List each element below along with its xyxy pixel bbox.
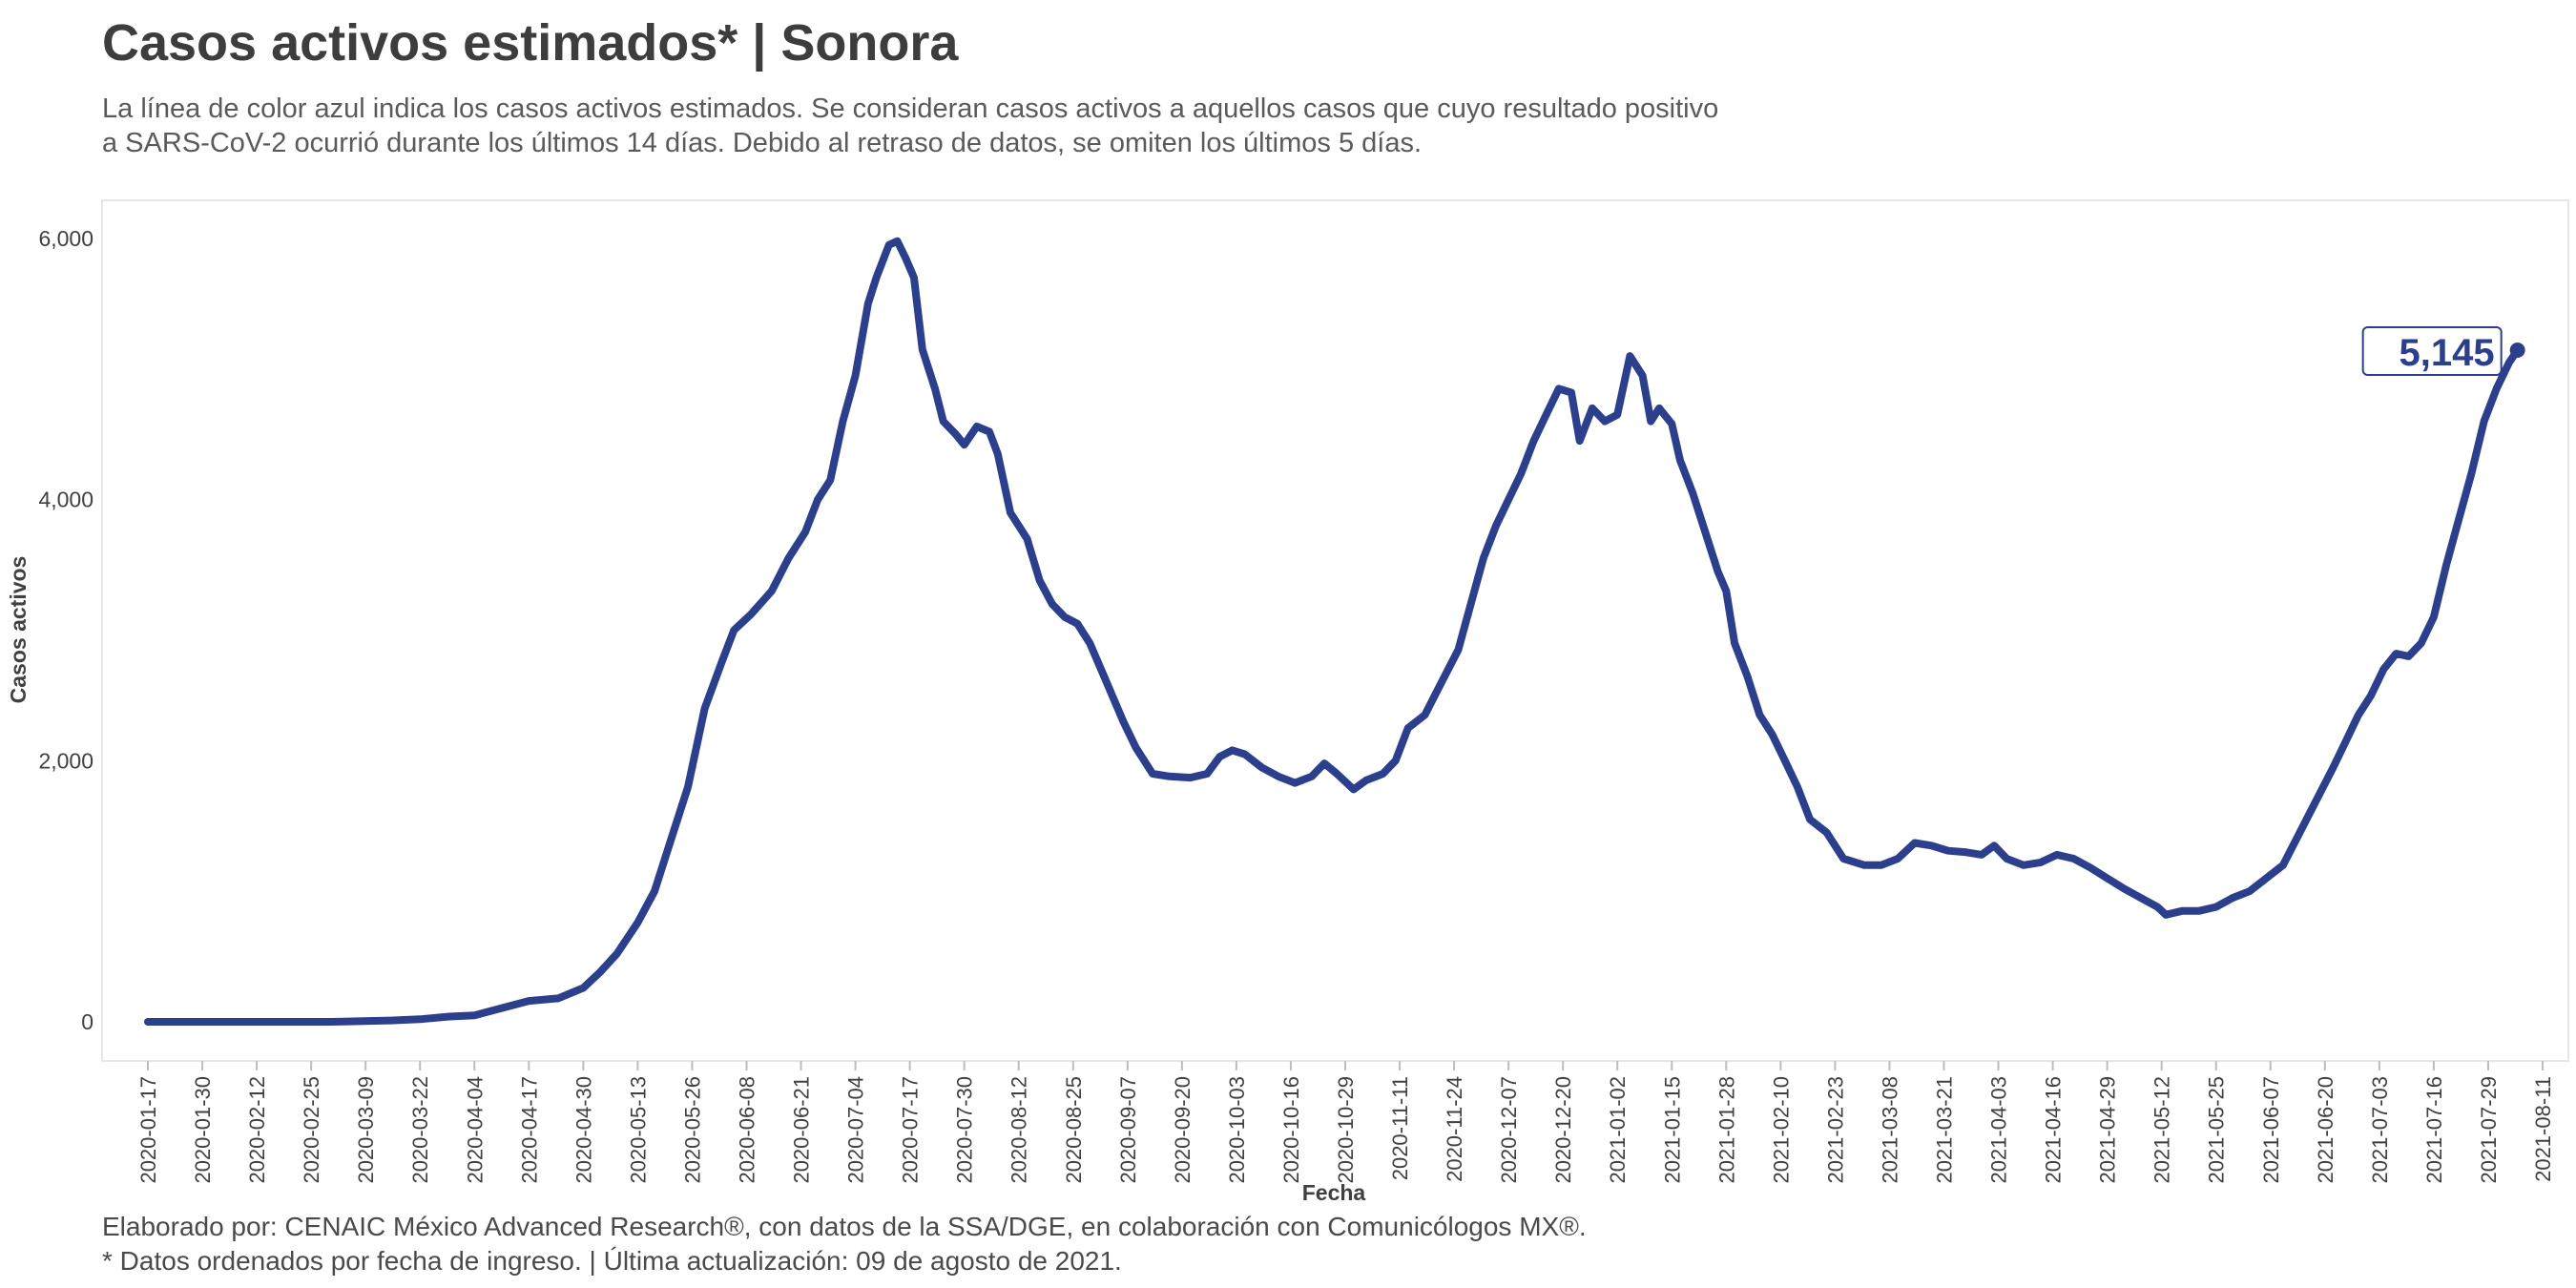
x-tick-label: 2021-08-11	[2531, 1076, 2555, 1182]
y-tick-label: 4,000	[38, 488, 93, 512]
x-tick-label: 2021-01-15	[1660, 1076, 1684, 1184]
x-axis: 2020-01-17 2020-01-30 2020-02-12 2020-02-25…	[136, 1061, 2555, 1184]
x-tick-label: 2021-02-10	[1769, 1076, 1793, 1184]
y-tick-label: 0	[81, 1009, 93, 1034]
x-tick-label: 2020-10-03	[1225, 1076, 1249, 1184]
x-tick-label: 2021-07-16	[2422, 1076, 2446, 1184]
x-tick-label: 2020-10-16	[1279, 1076, 1303, 1184]
x-tick-label: 2020-12-20	[1551, 1076, 1575, 1184]
x-tick-label: 2020-10-29	[1334, 1076, 1358, 1184]
chart-subtitle-line-2: a SARS-CoV-2 ocurrió durante los últimos…	[102, 128, 1423, 158]
x-tick-label: 2020-08-25	[1062, 1076, 1086, 1184]
x-tick-label: 2021-05-25	[2205, 1076, 2229, 1184]
x-tick-label: 2020-08-12	[1008, 1076, 1031, 1184]
plot-frame	[101, 199, 2569, 1062]
x-tick-label: 2021-02-23	[1823, 1076, 1847, 1184]
x-tick-label: 2020-06-21	[790, 1076, 814, 1184]
x-tick-label: 2020-04-04	[463, 1076, 487, 1184]
x-tick-label: 2021-04-16	[2042, 1076, 2066, 1184]
series-line-casos-activos	[144, 237, 2522, 1026]
last-value-label: 5,145	[2399, 332, 2495, 374]
x-tick-label: 2020-04-17	[517, 1076, 541, 1184]
x-tick-label: 2021-04-29	[2096, 1076, 2120, 1184]
x-tick-label: 2020-07-30	[953, 1076, 977, 1184]
footer-credits: Elaborado por: CENAIC México Advanced Re…	[102, 1212, 1587, 1241]
x-tick-label: 2020-11-24	[1443, 1076, 1466, 1182]
x-tick-label: 2021-06-07	[2259, 1076, 2283, 1184]
x-tick-label: 2020-03-09	[354, 1076, 378, 1184]
x-tick-label: 2020-03-22	[408, 1076, 432, 1184]
footer-note: * Datos ordenados por fecha de ingreso. …	[102, 1246, 1122, 1276]
y-tick-label: 6,000	[38, 226, 93, 251]
x-tick-label: 2021-04-03	[1987, 1076, 2011, 1184]
y-tick-label: 2,000	[38, 748, 93, 773]
x-tick-label: 2020-07-17	[899, 1076, 923, 1184]
x-tick-label: 2020-01-30	[191, 1076, 215, 1184]
x-tick-label: 2020-11-11	[1388, 1076, 1412, 1180]
x-tick-label: 2021-03-08	[1878, 1076, 1901, 1184]
x-tick-label: 2020-07-04	[844, 1076, 868, 1184]
x-tick-label: 2020-04-30	[571, 1076, 595, 1184]
x-tick-label: 2021-01-02	[1606, 1076, 1630, 1184]
x-axis-title: Fecha	[1302, 1180, 1366, 1205]
x-tick-label: 2021-06-20	[2314, 1076, 2337, 1184]
x-tick-label: 2020-12-07	[1497, 1076, 1521, 1184]
x-tick-label: 2021-07-03	[2368, 1076, 2392, 1184]
x-tick-label: 2021-07-29	[2477, 1076, 2501, 1184]
last-value-label-box	[2361, 325, 2503, 376]
x-tick-label: 2021-01-28	[1714, 1076, 1738, 1184]
x-tick-label: 2020-02-25	[300, 1076, 323, 1184]
y-axis-title: Casos activos	[6, 556, 31, 704]
x-tick-label: 2020-09-07	[1116, 1076, 1140, 1184]
x-tick-label: 2021-03-21	[1933, 1076, 1957, 1184]
x-tick-label: 2020-02-12	[245, 1076, 269, 1184]
x-tick-label: 2020-01-17	[136, 1076, 160, 1184]
chart-title: Casos activos estimados* | Sonora	[102, 14, 959, 72]
x-tick-label: 2021-05-12	[2150, 1076, 2174, 1184]
x-tick-label: 2020-05-13	[626, 1076, 650, 1184]
chart-subtitle-line-1: La línea de color azul indica los casos …	[102, 93, 1719, 124]
x-tick-label: 2020-06-08	[736, 1076, 759, 1184]
x-tick-label: 2020-05-26	[680, 1076, 704, 1184]
y-axis: 0 2,000 4,000 6,000	[38, 226, 93, 1034]
x-tick-label: 2020-09-20	[1171, 1076, 1195, 1184]
last-data-point	[2509, 342, 2525, 358]
